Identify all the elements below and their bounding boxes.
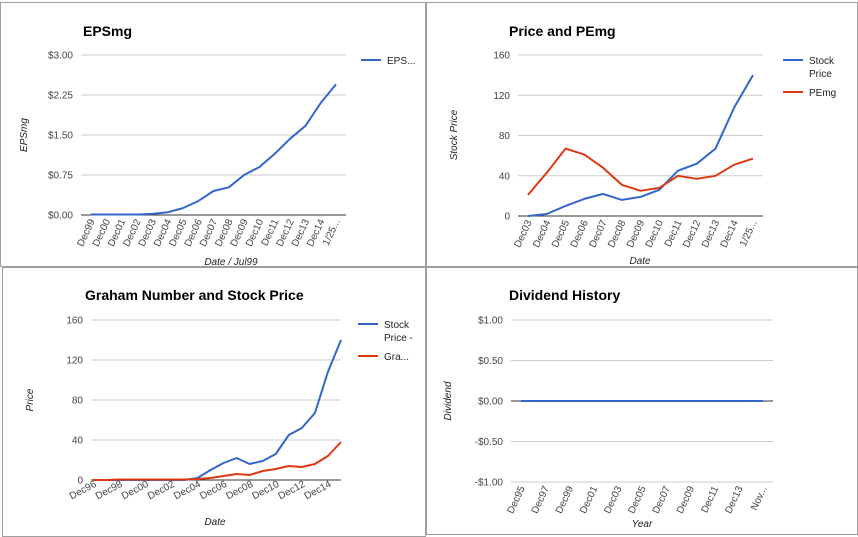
x-tick-label: Dec14 [303, 479, 334, 502]
y-tick-label: 80 [499, 131, 511, 142]
y-axis-label: Price [25, 388, 36, 411]
x-axis-label: Year [632, 519, 653, 530]
y-axis-label: EPSmg [19, 118, 30, 152]
x-tick-label: Nov... [749, 485, 770, 513]
x-axis-label: Date [204, 517, 226, 528]
x-tick-label: Dec08 [224, 479, 255, 502]
y-tick-label: $0.00 [48, 211, 73, 222]
x-tick-label: Dec99 [554, 484, 576, 515]
y-axis-label: Stock Price [449, 109, 460, 160]
x-tick-label: Dec97 [530, 484, 552, 515]
y-tick-label: 0 [77, 476, 83, 487]
graham-chart-panel: Graham Number and Stock Price 0 40 80 120 160… [2, 267, 426, 537]
y-tick-label: 40 [72, 436, 84, 447]
x-tick-label: Dec06 [198, 479, 229, 502]
y-tick-label: $0.50 [478, 356, 503, 367]
x-tick-label: Dec12 [277, 479, 308, 502]
legend-entry: PEmg [809, 88, 836, 99]
series-line-0 [527, 74, 754, 217]
series-line-0 [93, 339, 342, 481]
y-tick-label: $3.00 [48, 51, 73, 62]
x-tick-label: 1/25... [738, 219, 760, 249]
chart-1-svg: Price and PEmg 0 40 80 120 160 Stock Price Date… [449, 23, 836, 266]
chart-title: Graham Number and Stock Price [85, 287, 304, 303]
chart-title: EPSmg [83, 23, 132, 39]
series-line-0 [91, 83, 337, 216]
y-tick-label: $1.50 [48, 131, 73, 142]
y-tick-label: 120 [493, 91, 510, 102]
chart-2-svg: Graham Number and Stock Price 0 40 80 120 160… [25, 287, 413, 528]
series-line-1 [93, 441, 342, 481]
legend-entry: Stock Price [809, 56, 835, 80]
y-tick-label: 80 [72, 396, 84, 407]
series-line-1 [527, 147, 754, 196]
chart-title: Price and PEmg [509, 23, 616, 39]
y-tick-label: 160 [493, 51, 510, 62]
y-tick-label: $0.00 [478, 397, 503, 408]
x-tick-label: Dec09 [675, 484, 697, 515]
legend-line: Price [809, 69, 832, 80]
eps-chart-panel: EPSmg $0.00 $0.75 $1.50 $2.25 $3.00 EPSmg Date … [0, 2, 426, 267]
legend-entry: EPS... [387, 56, 415, 67]
y-tick-label: -$1.00 [475, 478, 504, 489]
dividend-chart-panel: Dividend History -$1.00 -$0.50 $0.00 $0.50 $1… [426, 267, 858, 535]
x-tick-label: Dec11 [699, 484, 721, 515]
y-tick-label: -$0.50 [475, 437, 504, 448]
chart-0-svg: EPSmg $0.00 $0.75 $1.50 $2.25 $3.00 EPSmg Date … [19, 23, 415, 266]
legend-line: Price - [384, 333, 413, 344]
y-tick-label: 0 [504, 212, 510, 223]
legend-line: Stock [809, 56, 835, 67]
chart-title: Dividend History [509, 287, 620, 303]
legend-entry: Stock Price - [384, 320, 413, 344]
y-tick-label: $1.00 [478, 316, 503, 327]
x-tick-label: Dec03 [602, 484, 624, 515]
legend-line: Stock [384, 320, 410, 331]
y-tick-label: $0.75 [48, 171, 73, 182]
chart-3-svg: Dividend History -$1.00 -$0.50 $0.00 $0.50 $1… [443, 287, 773, 530]
x-tick-label: Dec95 [506, 484, 528, 515]
x-tick-label: Dec05 [627, 484, 649, 515]
y-tick-label: $2.25 [48, 91, 73, 102]
x-axis-label: Date [629, 256, 651, 266]
x-tick-label: Dec02 [146, 479, 177, 502]
legend-entry: Gra... [384, 352, 409, 363]
x-tick-label: Dec00 [120, 479, 151, 502]
y-axis-label: Dividend [443, 381, 454, 420]
x-tick-label: Dec96 [68, 479, 99, 502]
y-tick-label: 40 [499, 171, 511, 182]
x-axis-label: Date / Jul99 [204, 257, 258, 266]
x-tick-label: Dec01 [578, 484, 600, 515]
x-tick-label: Dec13 [723, 484, 745, 515]
x-tick-label: Dec07 [651, 484, 673, 515]
x-tick-label: Dec04 [172, 479, 203, 502]
price-pe-chart-panel: Price and PEmg 0 40 80 120 160 Stock Price Date… [426, 2, 858, 267]
y-tick-label: 120 [66, 356, 83, 367]
x-tick-label: Dec98 [94, 479, 125, 502]
x-tick-label: Dec10 [250, 479, 281, 502]
y-tick-label: 160 [66, 316, 83, 327]
